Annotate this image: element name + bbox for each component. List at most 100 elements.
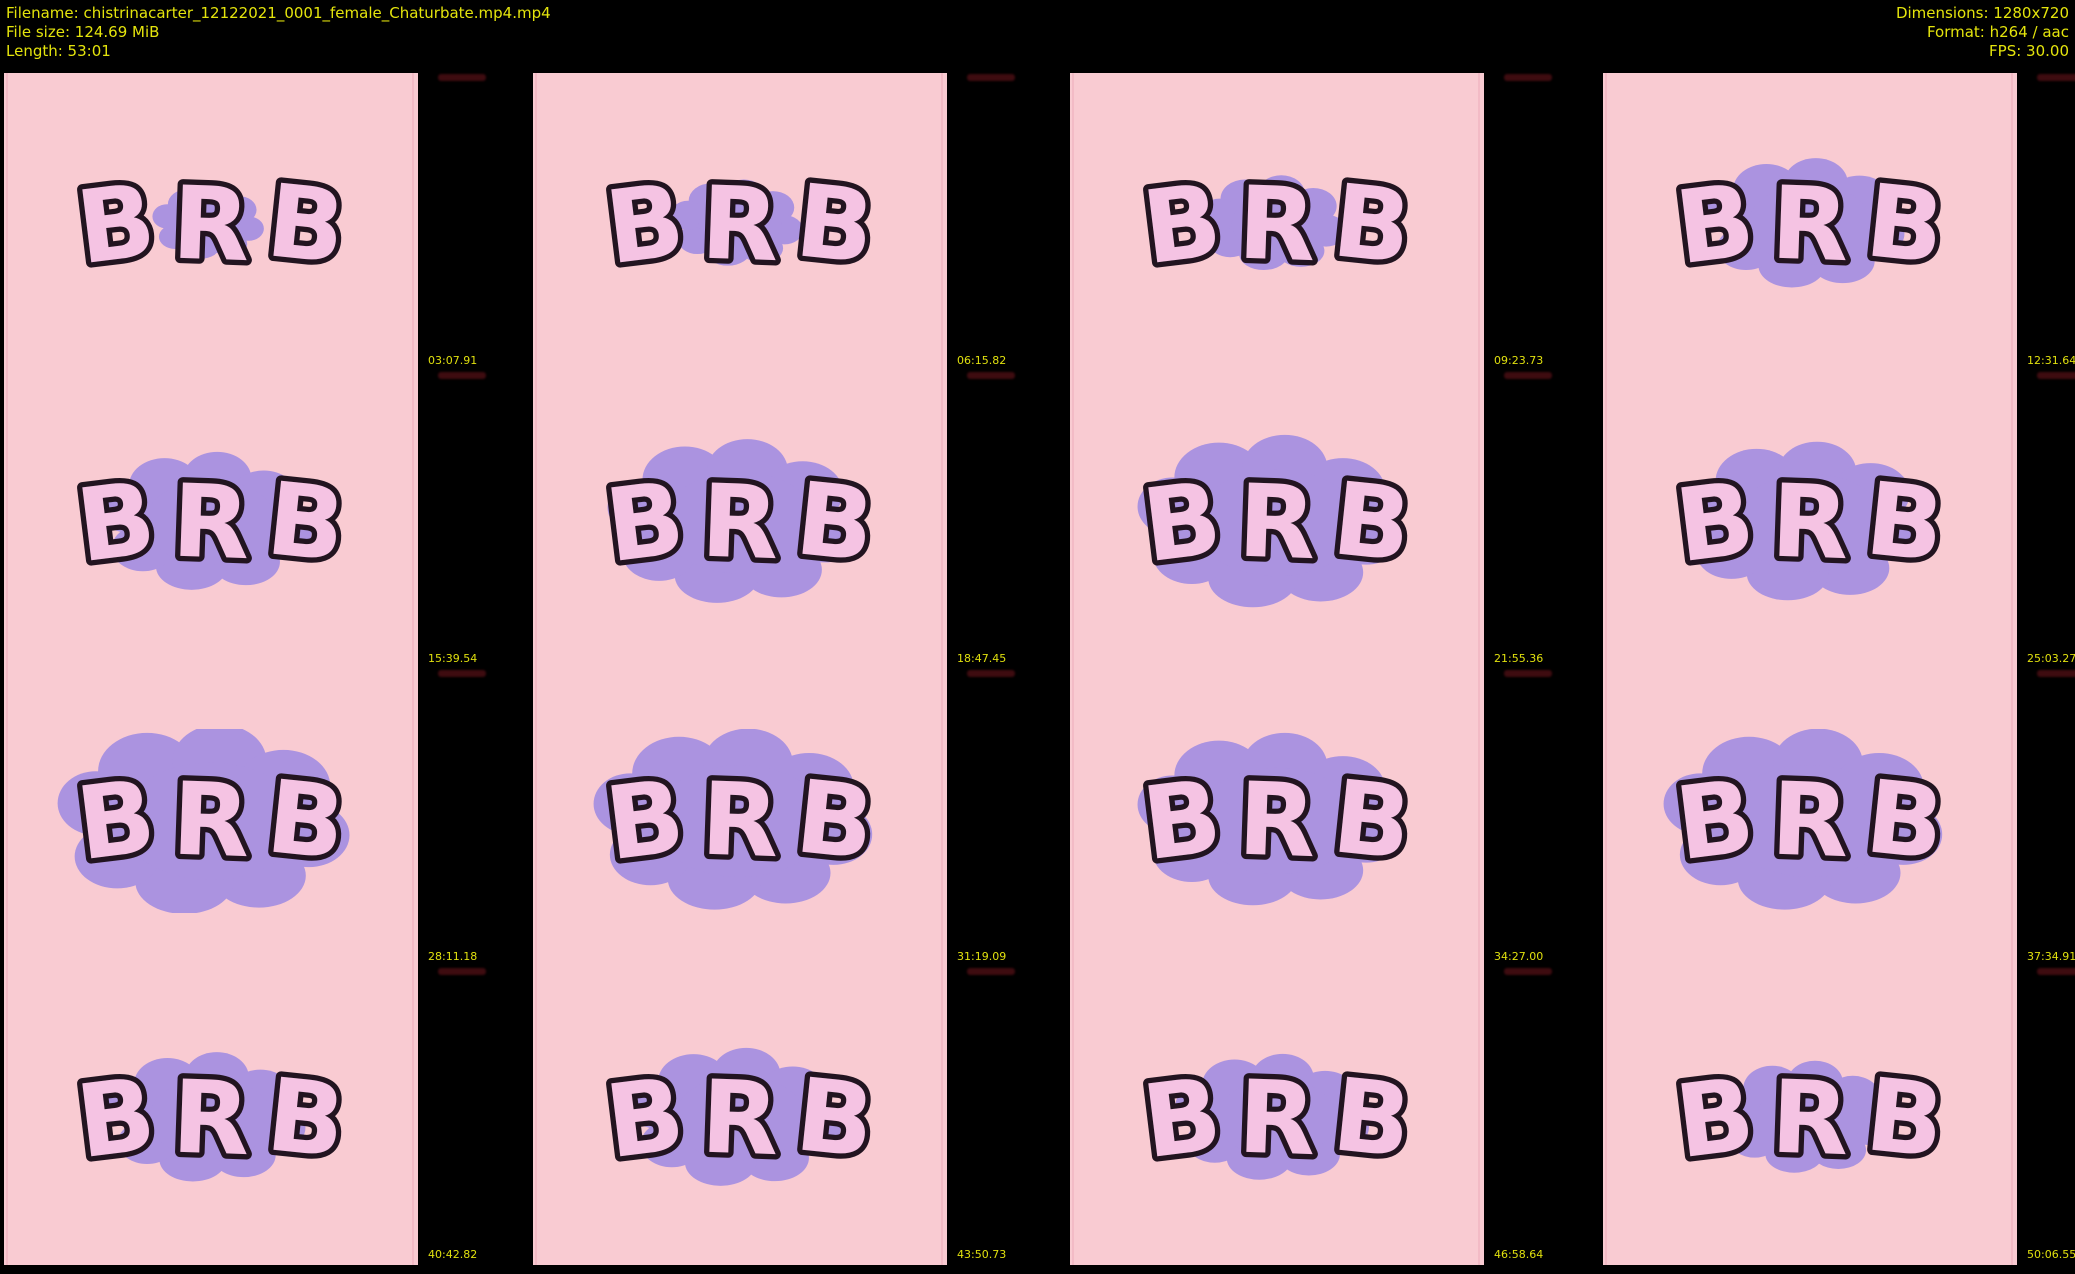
brb-letters: B R B xyxy=(1137,162,1416,287)
brb-letters: B R B xyxy=(1670,1056,1949,1181)
svg-text:B: B xyxy=(1328,1056,1417,1180)
svg-text:R: R xyxy=(699,1059,781,1179)
brb-letters: B R B xyxy=(71,460,350,585)
svg-text:B: B xyxy=(1670,162,1760,287)
brb-logo: B R B xyxy=(1122,431,1432,615)
brb-letters: B R B xyxy=(1137,1056,1416,1181)
brb-logo: B R B xyxy=(1122,729,1432,913)
svg-text:R: R xyxy=(1769,1059,1851,1179)
brb-letters: B R B xyxy=(1670,758,1949,883)
thumbnail-timestamp: 37:34.91 xyxy=(2027,950,2075,963)
thumbnail-timestamp: 06:15.82 xyxy=(957,354,1006,367)
svg-text:R: R xyxy=(699,165,781,285)
brb-letters: B R B xyxy=(71,758,350,883)
svg-text:B: B xyxy=(1670,460,1760,585)
brb-letters: B R B xyxy=(600,758,879,883)
brb-letters: B R B xyxy=(600,460,879,585)
svg-text:B: B xyxy=(262,460,351,584)
svg-text:B: B xyxy=(791,758,880,882)
svg-text:R: R xyxy=(170,761,252,881)
thumbnail-timestamp: 18:47.45 xyxy=(957,652,1006,665)
svg-text:R: R xyxy=(1769,761,1851,881)
brb-logo: B R B xyxy=(1655,1027,1965,1211)
brb-logo: B R B xyxy=(585,1027,895,1211)
svg-text:R: R xyxy=(170,463,252,583)
svg-text:B: B xyxy=(1137,1056,1227,1181)
svg-text:R: R xyxy=(170,165,252,285)
thumbnail-timestamp: 34:27.00 xyxy=(1494,950,1543,963)
watermark-smudge xyxy=(1504,968,1552,975)
thumbnail-timestamp: 31:19.09 xyxy=(957,950,1006,963)
watermark-smudge xyxy=(967,670,1015,677)
svg-text:B: B xyxy=(600,758,690,883)
svg-text:B: B xyxy=(1861,758,1950,882)
svg-text:B: B xyxy=(71,1056,161,1181)
svg-text:B: B xyxy=(1137,162,1227,287)
thumbnail-timestamp: 12:31.64 xyxy=(2027,354,2075,367)
svg-text:B: B xyxy=(71,460,161,585)
svg-text:R: R xyxy=(1236,463,1318,583)
brb-letters: B R B xyxy=(600,1056,879,1181)
thumbnail-timestamp: 46:58.64 xyxy=(1494,1248,1543,1261)
watermark-smudge xyxy=(2037,372,2075,379)
watermark-smudge xyxy=(2037,968,2075,975)
watermark-smudge xyxy=(967,968,1015,975)
brb-logo: B R B xyxy=(585,133,895,317)
svg-text:R: R xyxy=(1236,761,1318,881)
brb-logo: B R B xyxy=(1655,431,1965,615)
watermark-smudge xyxy=(438,372,486,379)
svg-text:B: B xyxy=(262,162,351,286)
thumbnail-timestamp: 03:07.91 xyxy=(428,354,477,367)
svg-text:B: B xyxy=(1328,460,1417,584)
thumbnail-timestamp: 21:55.36 xyxy=(1494,652,1543,665)
watermark-smudge xyxy=(438,968,486,975)
svg-text:B: B xyxy=(791,1056,880,1180)
video-frame-column: B R B B R B xyxy=(1603,73,2017,1265)
brb-letters: B R B xyxy=(71,1056,350,1181)
svg-text:B: B xyxy=(71,758,161,883)
video-frame-column: B R B B R B xyxy=(4,73,418,1265)
thumbnail-timestamp: 15:39.54 xyxy=(428,652,477,665)
thumbnail-timestamp: 28:11.18 xyxy=(428,950,477,963)
watermark-smudge xyxy=(438,74,486,81)
brb-logo: B R B xyxy=(585,431,895,615)
svg-text:B: B xyxy=(262,758,351,882)
svg-text:B: B xyxy=(791,460,880,584)
svg-text:B: B xyxy=(262,1056,351,1180)
watermark-smudge xyxy=(1504,670,1552,677)
svg-text:R: R xyxy=(699,463,781,583)
brb-logo: B R B xyxy=(1122,1027,1432,1211)
brb-logo: B R B xyxy=(56,729,366,913)
thumbnail-timestamp: 25:03.27 xyxy=(2027,652,2075,665)
brb-letters: B R B xyxy=(71,162,350,287)
svg-text:B: B xyxy=(1328,162,1417,286)
brb-logo: B R B xyxy=(56,133,366,317)
watermark-smudge xyxy=(967,74,1015,81)
svg-text:R: R xyxy=(1236,1059,1318,1179)
contact-sheet: B R B B R B xyxy=(0,0,2075,1274)
svg-text:R: R xyxy=(170,1059,252,1179)
watermark-smudge xyxy=(2037,74,2075,81)
svg-text:B: B xyxy=(1137,460,1227,585)
brb-letters: B R B xyxy=(1670,460,1949,585)
svg-text:B: B xyxy=(1670,1056,1760,1181)
svg-text:B: B xyxy=(71,162,161,287)
brb-logo: B R B xyxy=(1655,133,1965,317)
svg-text:B: B xyxy=(791,162,880,286)
video-frame-column: B R B B R B xyxy=(1070,73,1484,1265)
brb-logo: B R B xyxy=(585,729,895,913)
thumbnail-timestamp: 09:23.73 xyxy=(1494,354,1543,367)
thumbnail-timestamp: 40:42.82 xyxy=(428,1248,477,1261)
svg-text:B: B xyxy=(1670,758,1760,883)
watermark-smudge xyxy=(1504,372,1552,379)
brb-letters: B R B xyxy=(600,162,879,287)
svg-text:B: B xyxy=(600,1056,690,1181)
brb-letters: B R B xyxy=(1137,460,1416,585)
svg-text:R: R xyxy=(1769,463,1851,583)
brb-letters: B R B xyxy=(1670,162,1949,287)
brb-logo: B R B xyxy=(1122,133,1432,317)
svg-text:B: B xyxy=(1861,162,1950,286)
watermark-smudge xyxy=(438,670,486,677)
thumbnail-timestamp: 50:06.55 xyxy=(2027,1248,2075,1261)
watermark-smudge xyxy=(967,372,1015,379)
